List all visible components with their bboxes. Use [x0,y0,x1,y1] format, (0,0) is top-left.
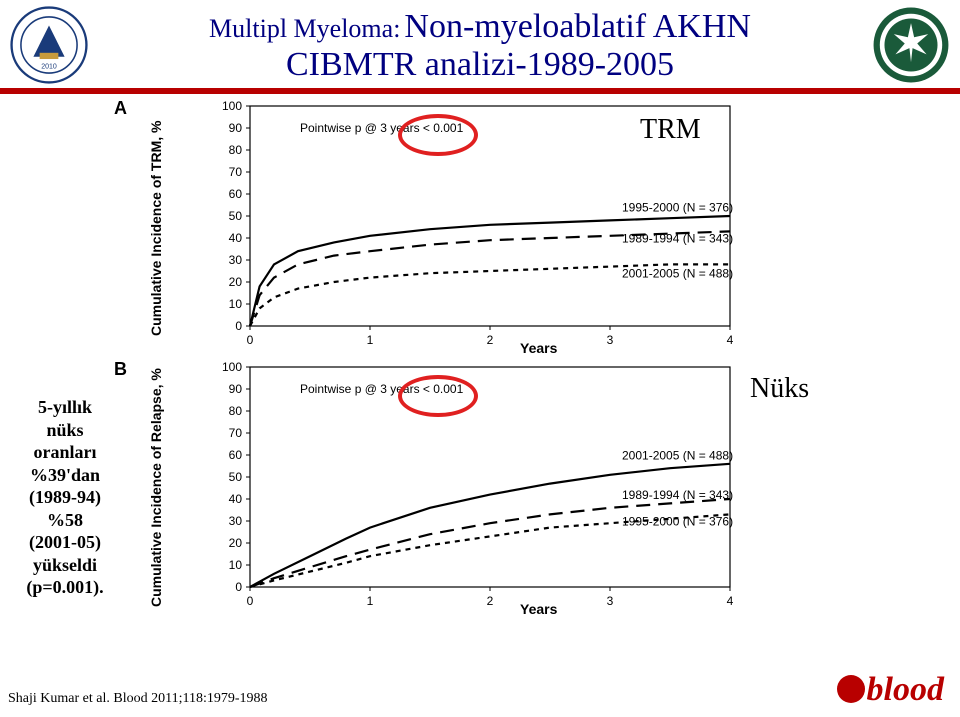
svg-text:60: 60 [229,187,243,201]
svg-text:2: 2 [487,594,494,608]
svg-text:2001-2005 (N = 488): 2001-2005 (N = 488) [622,267,733,281]
slide: 2010 Multipl Myeloma: Non-myeloablatif A… [0,0,960,717]
oval-pvalue-a [398,114,478,156]
journal-name: blood [867,671,944,708]
title-prefix: Multipl Myeloma: [209,14,400,43]
svg-text:3: 3 [607,333,614,347]
svg-text:2: 2 [487,333,494,347]
svg-text:1995-2000 (N = 376): 1995-2000 (N = 376) [622,201,733,215]
svg-text:0: 0 [247,594,254,608]
svg-text:2001-2005 (N = 488): 2001-2005 (N = 488) [622,448,733,462]
svg-text:100: 100 [222,360,242,374]
panel-a-letter: A [114,98,127,119]
svg-text:50: 50 [229,470,243,484]
svg-text:4: 4 [727,594,734,608]
title-main1: Non-myeloablatif AKHN [404,8,751,45]
side-l9: (p=0.001). [10,576,120,599]
chart-a-ylabel: Cumulative Incidence of TRM, % [148,121,164,336]
svg-text:100: 100 [222,99,242,113]
svg-text:80: 80 [229,143,243,157]
side-l6: %58 [10,509,120,532]
svg-text:1995-2000 (N = 376): 1995-2000 (N = 376) [622,514,733,528]
chart-trm: A Cumulative Incidence of TRM, % 0102030… [210,96,890,361]
svg-text:30: 30 [229,514,243,528]
svg-text:1: 1 [367,333,374,347]
svg-text:60: 60 [229,448,243,462]
chart-a-svg: 010203040506070809010001234Pointwise p @… [210,96,890,361]
svg-text:1: 1 [367,594,374,608]
chart-relapse: B Cumulative Incidence of Relapse, % 010… [210,357,890,622]
svg-text:70: 70 [229,426,243,440]
annotation-trm: TRM [640,114,701,146]
chart-b-ylabel: Cumulative Incidence of Relapse, % [148,368,164,607]
chart-a-xlabel: Years [520,340,557,356]
svg-text:20: 20 [229,275,243,289]
svg-text:40: 40 [229,492,243,506]
svg-text:70: 70 [229,165,243,179]
chart-b-xlabel: Years [520,601,557,617]
svg-text:10: 10 [229,297,243,311]
side-l4: %39'dan [10,464,120,487]
header: 2010 Multipl Myeloma: Non-myeloablatif A… [0,0,960,84]
svg-text:0: 0 [235,580,242,594]
university-logo: 2010 [10,6,88,84]
journal-logo: blood [837,671,944,709]
svg-text:3: 3 [607,594,614,608]
panel-b-letter: B [114,359,127,380]
svg-text:50: 50 [229,209,243,223]
title-block: Multipl Myeloma: Non-myeloablatif AKHN C… [96,6,864,84]
svg-text:30: 30 [229,253,243,267]
annotation-nuks: Nüks [750,373,809,405]
svg-text:0: 0 [235,319,242,333]
hospital-logo [872,6,950,84]
reference-text: Shaji Kumar et al. Blood 2011;118:1979-1… [8,691,268,707]
svg-text:90: 90 [229,382,243,396]
blood-dot-icon [837,675,865,703]
svg-text:2010: 2010 [41,63,57,70]
side-l8: yükseldi [10,554,120,577]
svg-text:1989-1994 (N = 343): 1989-1994 (N = 343) [622,488,733,502]
side-note: 5-yıllık nüks oranları %39'dan (1989-94)… [10,396,120,599]
side-l7: (2001-05) [10,531,120,554]
side-l3: oranları [10,441,120,464]
svg-text:40: 40 [229,231,243,245]
header-rule [0,88,960,94]
svg-text:80: 80 [229,404,243,418]
charts-container: A Cumulative Incidence of TRM, % 0102030… [0,96,960,622]
oval-pvalue-b [398,375,478,417]
svg-text:20: 20 [229,536,243,550]
svg-text:10: 10 [229,558,243,572]
side-l2: nüks [10,419,120,442]
side-l1: 5-yıllık [10,396,120,419]
svg-text:90: 90 [229,121,243,135]
svg-text:1989-1994 (N = 343): 1989-1994 (N = 343) [622,231,733,245]
svg-text:4: 4 [727,333,734,347]
side-l5: (1989-94) [10,486,120,509]
title-main2: CIBMTR analizi-1989-2005 [96,46,864,84]
svg-text:0: 0 [247,333,254,347]
